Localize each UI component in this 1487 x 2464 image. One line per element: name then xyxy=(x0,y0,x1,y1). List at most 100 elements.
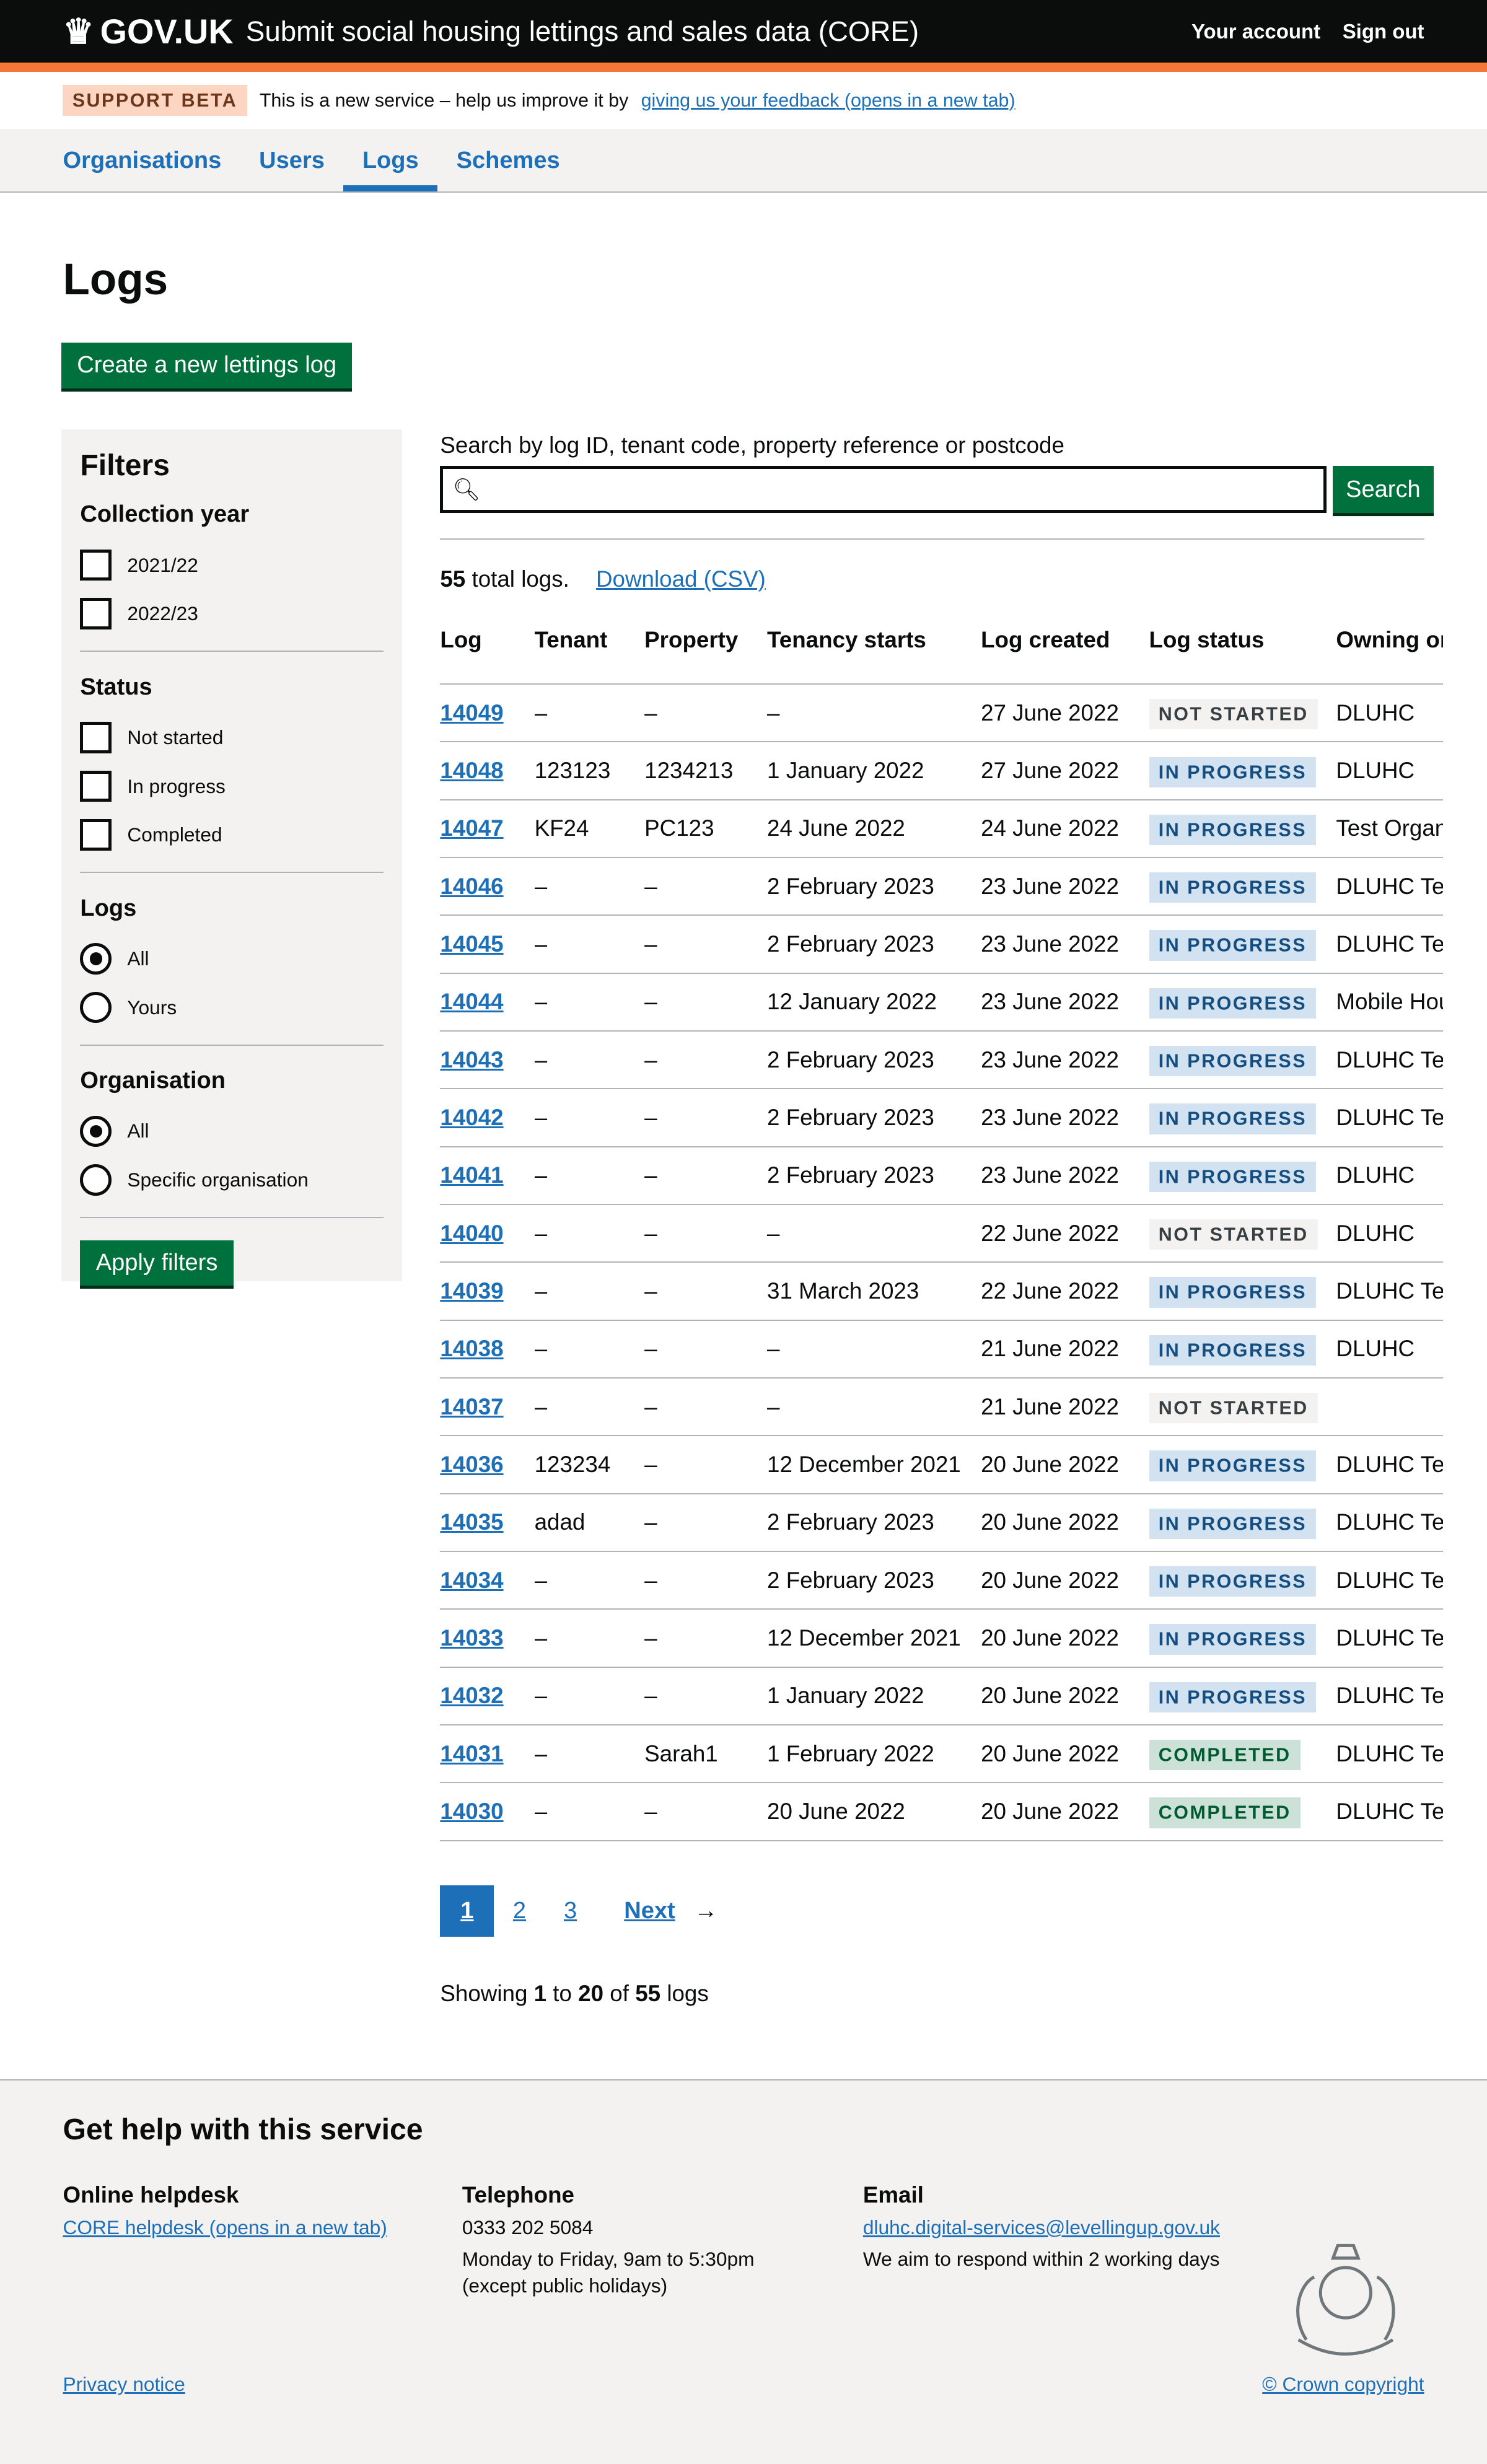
table-cell: DLUHC xyxy=(1336,1146,1443,1206)
log-id-link[interactable]: 14044 xyxy=(440,989,504,1015)
table-cell: adad xyxy=(534,1493,645,1553)
feedback-link[interactable]: giving us your feedback (opens in a new … xyxy=(641,89,1015,111)
table-cell: IN PROGRESS xyxy=(1149,1146,1336,1206)
cell-text: 20 June 2022 xyxy=(767,1799,905,1825)
table-cell: 20 June 2022 xyxy=(981,1493,1149,1553)
radio[interactable] xyxy=(80,943,112,975)
cell-text: DLUHC Tes xyxy=(1336,1740,1443,1766)
table-cell: DLUHC Tes xyxy=(1336,915,1443,974)
checkbox[interactable] xyxy=(80,722,112,753)
cell-text: – xyxy=(534,1683,548,1709)
cell-text: – xyxy=(534,989,548,1015)
checkbox-completed[interactable]: Completed xyxy=(80,810,384,859)
your-account-link[interactable]: Your account xyxy=(1191,19,1321,43)
table-cell: 2 February 2023 xyxy=(767,1089,981,1147)
table-cell: 14031 xyxy=(440,1725,535,1784)
nav-users[interactable]: Users xyxy=(259,147,325,174)
cell-text: 2 February 2023 xyxy=(767,873,934,899)
radio-logs-yours[interactable]: Yours xyxy=(80,983,384,1032)
page-title: Logs xyxy=(63,255,169,304)
from: 1 xyxy=(533,1981,547,2007)
govuk-logo[interactable]: ♛ GOV.UK xyxy=(63,11,234,51)
phone-note: (except public holidays) xyxy=(462,2274,668,2297)
page-1[interactable]: 1 xyxy=(440,1885,494,1937)
nav-logs[interactable]: Logs xyxy=(343,129,438,192)
log-id-link[interactable]: 14046 xyxy=(440,873,504,899)
log-id-link[interactable]: 14036 xyxy=(440,1452,504,1478)
table-row: 14034 – – 2 February 2023 20 June 2022 IN PRO… xyxy=(440,1551,1443,1610)
log-id-link[interactable]: 14047 xyxy=(440,815,504,841)
table-cell: 22 June 2022 xyxy=(981,1262,1149,1321)
status-badge: IN PROGRESS xyxy=(1149,1103,1317,1134)
log-id-link[interactable]: 14043 xyxy=(440,1046,504,1072)
log-id-link[interactable]: 14042 xyxy=(440,1105,504,1131)
cell-text: 24 June 2022 xyxy=(981,815,1119,841)
checkbox-2021-22[interactable]: 2021/22 xyxy=(80,541,384,590)
search-input[interactable]: 🔍︎ xyxy=(440,466,1327,514)
table-cell: NOT STARTED xyxy=(1149,1378,1336,1437)
table-cell: – xyxy=(534,973,645,1032)
log-id-link[interactable]: 14048 xyxy=(440,758,504,784)
email-link[interactable]: dluhc.digital-services@levellingup.gov.u… xyxy=(862,2216,1220,2239)
checkbox[interactable] xyxy=(80,770,112,802)
log-id-link[interactable]: 14030 xyxy=(440,1799,504,1825)
checkbox-not-started[interactable]: Not started xyxy=(80,713,384,762)
helpdesk-link[interactable]: CORE helpdesk (opens in a new tab) xyxy=(63,2216,387,2239)
cell-text: PC123 xyxy=(644,815,714,841)
table-cell: – xyxy=(644,1609,768,1668)
radio-org-specific[interactable]: Specific organisation xyxy=(80,1155,384,1204)
count-value: 55 xyxy=(440,566,466,592)
log-id-link[interactable]: 14031 xyxy=(440,1740,504,1766)
search-button[interactable]: Search xyxy=(1333,466,1434,514)
column-header: Log xyxy=(440,626,535,685)
log-id-link[interactable]: 14038 xyxy=(440,1336,504,1362)
table-cell: 20 June 2022 xyxy=(981,1667,1149,1726)
log-id-link[interactable]: 14040 xyxy=(440,1220,504,1246)
log-id-link[interactable]: 14037 xyxy=(440,1393,504,1419)
table-cell: 12 December 2021 xyxy=(767,1609,981,1668)
create-log-button[interactable]: Create a new lettings log xyxy=(61,343,353,388)
table-cell: – xyxy=(767,684,981,743)
log-id-link[interactable]: 14049 xyxy=(440,699,504,726)
nav-organisations[interactable]: Organisations xyxy=(63,147,222,174)
crown-copyright-link[interactable]: © Crown copyright xyxy=(1262,2373,1424,2396)
table-cell: 14033 xyxy=(440,1609,535,1668)
logs-main: Search by log ID, tenant code, property … xyxy=(440,429,1443,2007)
apply-filters-button[interactable]: Apply filters xyxy=(80,1240,234,1286)
radio-org-all[interactable]: All xyxy=(80,1107,384,1155)
radio[interactable] xyxy=(80,991,112,1024)
divider xyxy=(80,1044,384,1046)
log-id-link[interactable]: 14041 xyxy=(440,1162,504,1188)
next-page-link[interactable]: Next xyxy=(596,1885,695,1937)
log-id-link[interactable]: 14033 xyxy=(440,1625,504,1651)
page-3[interactable]: 3 xyxy=(563,1898,577,1924)
page-2[interactable]: 2 xyxy=(512,1898,527,1924)
radio-logs-all[interactable]: All xyxy=(80,934,384,983)
log-id-link[interactable]: 14045 xyxy=(440,931,504,957)
download-csv-link[interactable]: Download (CSV) xyxy=(595,566,766,592)
checkbox[interactable] xyxy=(80,819,112,851)
checkbox-2022-23[interactable]: 2022/23 xyxy=(80,589,384,638)
cell-text: – xyxy=(767,1393,780,1419)
log-id-link[interactable]: 14034 xyxy=(440,1567,504,1593)
filters-title: Filters xyxy=(80,449,170,483)
table-row: 14038 – – – 21 June 2022 IN PROGRESS DLUHC xyxy=(440,1320,1443,1379)
footer: Get help with this service Online helpde… xyxy=(0,2079,1487,2464)
log-id-link[interactable]: 14039 xyxy=(440,1278,504,1304)
log-id-link[interactable]: 14035 xyxy=(440,1509,504,1535)
nav-schemes[interactable]: Schemes xyxy=(456,147,560,174)
cell-text: 20 June 2022 xyxy=(981,1625,1119,1651)
sign-out-link[interactable]: Sign out xyxy=(1342,19,1424,43)
log-id-link[interactable]: 14032 xyxy=(440,1683,504,1709)
radio[interactable] xyxy=(80,1164,112,1196)
checkbox[interactable] xyxy=(80,598,112,629)
checkbox-in-progress[interactable]: In progress xyxy=(80,762,384,811)
checkbox[interactable] xyxy=(80,549,112,581)
service-name[interactable]: Submit social housing lettings and sales… xyxy=(245,15,919,47)
table-cell: 23 June 2022 xyxy=(981,1089,1149,1147)
cell-text: DLUHC Tes xyxy=(1336,1509,1443,1535)
radio[interactable] xyxy=(80,1115,112,1147)
table-cell: – xyxy=(644,973,768,1032)
table-cell: KF24 xyxy=(534,799,645,859)
privacy-notice-link[interactable]: Privacy notice xyxy=(63,2373,185,2396)
